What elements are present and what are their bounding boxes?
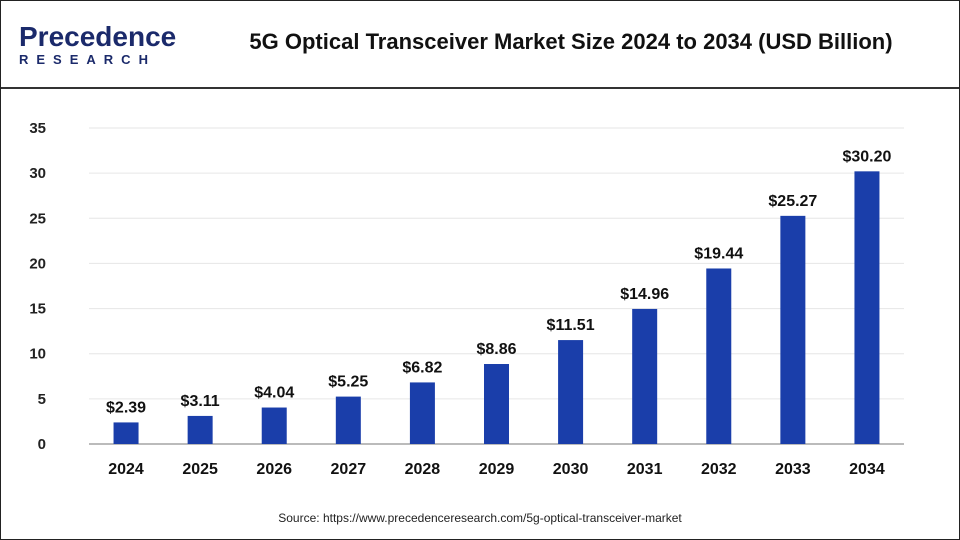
data-label: $19.44 [694, 245, 743, 262]
y-tick-label: 25 [29, 210, 46, 227]
bar [854, 171, 880, 444]
y-tick-label: 20 [29, 255, 46, 272]
x-tick-label: 2025 [182, 461, 218, 478]
bar [261, 407, 287, 444]
bar-chart: 05101520253035$2.392024$3.112025$4.04202… [29, 120, 904, 478]
y-tick-label: 15 [29, 301, 46, 318]
data-label: $30.20 [842, 148, 891, 165]
bar [484, 364, 509, 444]
data-label: $6.82 [402, 359, 442, 376]
logo-line1: Precedence [19, 21, 177, 52]
y-tick-label: 5 [38, 391, 46, 408]
bar [632, 308, 658, 444]
bar [335, 396, 361, 444]
data-label: $4.04 [254, 385, 294, 402]
chart-title: 5G Optical Transceiver Market Size 2024 … [249, 29, 893, 54]
y-tick-label: 30 [29, 165, 46, 182]
data-label: $11.51 [547, 317, 595, 334]
data-label: $14.96 [620, 286, 669, 303]
logo-line2: RESEARCH [19, 52, 156, 67]
x-tick-label: 2029 [479, 461, 515, 478]
source-text: Source: https://www.precedenceresearch.c… [278, 511, 682, 525]
bar [780, 215, 806, 444]
bar [187, 415, 213, 444]
data-label: $25.27 [768, 193, 817, 210]
x-tick-label: 2032 [701, 461, 737, 478]
bar [558, 340, 584, 444]
y-tick-label: 10 [29, 346, 46, 363]
bar [409, 382, 435, 444]
data-label: $2.39 [106, 399, 146, 416]
y-tick-label: 35 [29, 120, 46, 137]
x-tick-label: 2028 [405, 461, 441, 478]
header: Precedence RESEARCH 5G Optical Transceiv… [1, 1, 959, 89]
x-tick-label: 2026 [256, 461, 292, 478]
bar [113, 422, 139, 444]
x-tick-label: 2027 [331, 461, 367, 478]
x-tick-label: 2033 [775, 461, 811, 478]
x-tick-label: 2024 [108, 461, 144, 478]
bar [706, 268, 732, 444]
data-label: $3.11 [181, 393, 220, 410]
y-tick-label: 0 [38, 436, 46, 453]
x-tick-label: 2030 [553, 461, 589, 478]
x-tick-label: 2031 [627, 461, 663, 478]
logo: Precedence RESEARCH [19, 21, 177, 68]
x-tick-label: 2034 [849, 461, 885, 478]
data-label: $5.25 [328, 374, 368, 391]
data-label: $8.86 [476, 341, 516, 358]
